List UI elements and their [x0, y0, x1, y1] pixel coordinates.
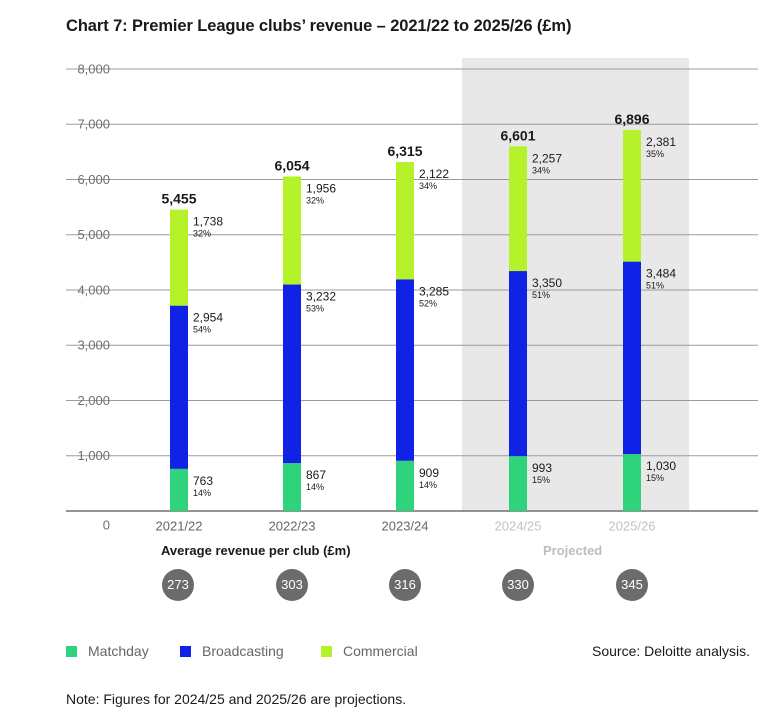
y-tick-label: 5,000 — [77, 227, 110, 242]
bar-commercial — [509, 146, 527, 272]
projected-band — [462, 58, 689, 511]
data-label-pct: 34% — [419, 181, 437, 191]
data-label-value: 867 — [306, 468, 326, 482]
legend-item-matchday: Matchday — [66, 643, 149, 659]
y-tick-label: 8,000 — [77, 61, 110, 76]
data-label-value: 2,954 — [193, 311, 223, 325]
y-tick-label: 6,000 — [77, 172, 110, 187]
y-tick-label: 3,000 — [77, 338, 110, 353]
legend-label: Broadcasting — [202, 643, 284, 659]
commercial-swatch-icon — [321, 646, 332, 657]
x-tick-label: 2025/26 — [609, 518, 656, 533]
bar-matchday — [170, 468, 188, 511]
data-label-pct: 51% — [646, 281, 664, 291]
total-label: 6,601 — [500, 127, 535, 143]
total-label: 6,896 — [614, 111, 649, 127]
bar-commercial — [396, 162, 414, 280]
bar-matchday — [623, 454, 641, 511]
data-label-value: 2,257 — [532, 151, 562, 165]
legend-item-commercial: Commercial — [321, 643, 418, 659]
x-tick-label: 2024/25 — [495, 518, 542, 533]
data-label-pct: 14% — [419, 480, 437, 490]
total-label: 5,455 — [161, 191, 196, 207]
avg-revenue-badge: 316 — [389, 569, 421, 601]
data-label-pct: 14% — [306, 482, 324, 492]
bar-matchday — [396, 460, 414, 511]
data-label-pct: 14% — [193, 488, 211, 498]
data-label-value: 909 — [419, 466, 439, 480]
avg-revenue-badge: 345 — [616, 569, 648, 601]
data-label-value: 1,030 — [646, 459, 676, 473]
data-label-value: 2,381 — [646, 135, 676, 149]
data-label-pct: 54% — [193, 325, 211, 335]
bar-broadcasting — [623, 261, 641, 455]
avg-revenue-badge: 330 — [502, 569, 534, 601]
data-label-value: 1,956 — [306, 181, 336, 195]
y-tick-label: 1,000 — [77, 448, 110, 463]
data-label-value: 1,738 — [193, 215, 223, 229]
bar-commercial — [283, 176, 301, 285]
total-label: 6,315 — [387, 143, 422, 159]
data-label-pct: 15% — [646, 473, 664, 483]
projected-label: Projected — [543, 543, 603, 558]
y-tick-label: 0 — [103, 517, 110, 532]
y-tick-label: 7,000 — [77, 117, 110, 132]
avg-revenue-badge: 303 — [276, 569, 308, 601]
data-label-value: 763 — [193, 474, 213, 488]
x-tick-label: 2022/23 — [269, 518, 316, 533]
bar-broadcasting — [396, 279, 414, 461]
x-tick-label: 2023/24 — [382, 518, 429, 533]
total-label: 6,054 — [274, 157, 309, 173]
bar-matchday — [283, 463, 301, 511]
average-revenue-label: Average revenue per club (£m) — [161, 543, 351, 558]
data-label-pct: 51% — [532, 290, 550, 300]
data-label-value: 3,484 — [646, 267, 676, 281]
data-label-value: 993 — [532, 461, 552, 475]
legend-label: Matchday — [88, 643, 149, 659]
data-label-value: 3,232 — [306, 290, 336, 304]
revenue-chart: 0 1,000 2,000 3,000 4,000 5,000 6,000 7,000 8,00… — [66, 58, 758, 533]
data-label-pct: 15% — [532, 475, 550, 485]
bar-commercial — [170, 209, 188, 306]
bar-broadcasting — [509, 271, 527, 457]
data-label-pct: 32% — [193, 229, 211, 239]
footnote: Note: Figures for 2024/25 and 2025/26 ar… — [66, 691, 407, 707]
legend-label: Commercial — [343, 643, 418, 659]
data-label-pct: 32% — [306, 195, 324, 205]
data-label-pct: 35% — [646, 149, 664, 159]
chart-title: Chart 7: Premier League clubs’ revenue –… — [66, 17, 572, 35]
bar-commercial — [623, 130, 641, 262]
bar-broadcasting — [283, 284, 301, 464]
bar-matchday — [509, 456, 527, 511]
legend-item-broadcasting: Broadcasting — [180, 643, 284, 659]
avg-revenue-badge: 273 — [162, 569, 194, 601]
broadcasting-swatch-icon — [180, 646, 191, 657]
data-label-pct: 34% — [532, 165, 550, 175]
source-note: Source: Deloitte analysis. — [592, 643, 750, 659]
bar-broadcasting — [170, 305, 188, 469]
data-label-value: 2,122 — [419, 167, 449, 181]
data-label-pct: 53% — [306, 304, 324, 314]
y-tick-label: 2,000 — [77, 393, 110, 408]
y-tick-label: 4,000 — [77, 282, 110, 297]
data-label-pct: 52% — [419, 298, 437, 308]
data-label-value: 3,350 — [532, 276, 562, 290]
matchday-swatch-icon — [66, 646, 77, 657]
x-tick-label: 2021/22 — [156, 518, 203, 533]
data-label-value: 3,285 — [419, 284, 449, 298]
